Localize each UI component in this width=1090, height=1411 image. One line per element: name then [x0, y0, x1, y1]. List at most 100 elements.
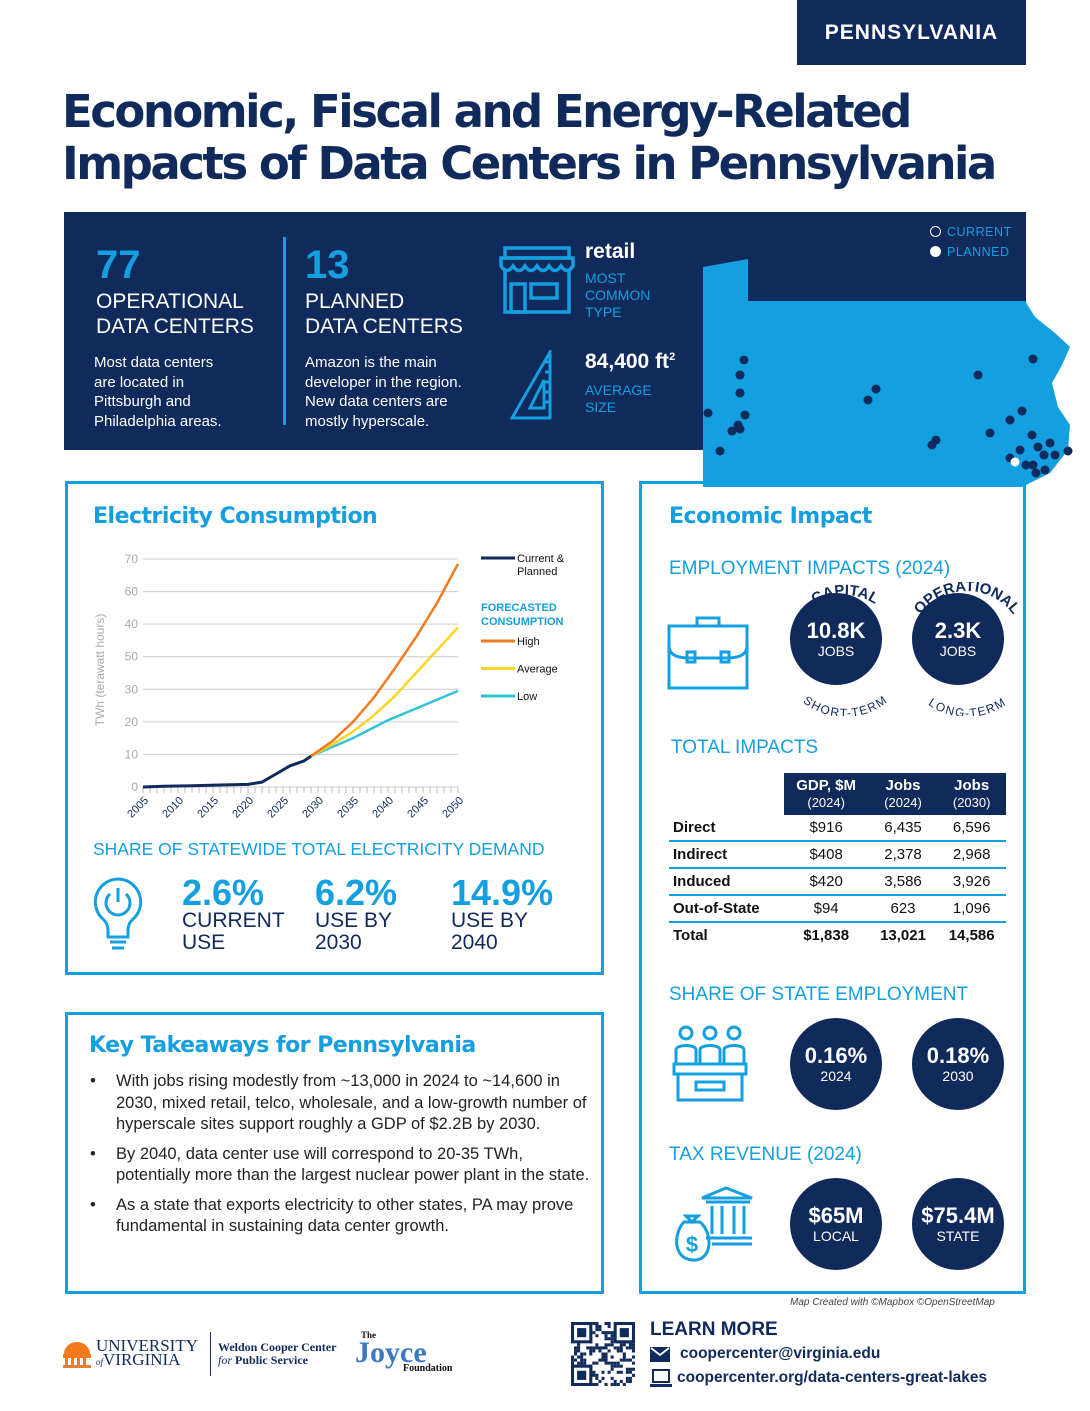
joyce-logo: The Joyce Foundation [355, 1330, 465, 1380]
type-value: retail [585, 240, 636, 263]
website-text[interactable]: coopercenter.org/data-centers-great-lake… [677, 1369, 988, 1386]
x-tick-label: 2030 [300, 795, 326, 821]
qr-module [607, 1349, 611, 1353]
pennsylvania-map [703, 259, 1073, 487]
share-2024-circle: 0.16% 2024 [790, 1018, 882, 1110]
legend-heading: CONSUMPTION [481, 616, 564, 628]
y-tick-label: 20 [125, 715, 139, 729]
website-link[interactable]: coopercenter.org/data-centers-great-lake… [650, 1369, 987, 1387]
qr-module [613, 1361, 617, 1365]
share-2030-circle: 0.18% 2030 [912, 1018, 1004, 1110]
planned-caption-1: PLANNED [305, 290, 405, 313]
share-value: 0.18% [926, 1043, 990, 1068]
legend-heading: FORECASTED [481, 602, 557, 614]
qr-module [595, 1382, 599, 1386]
takeaways-title: Key Takeaways for Pennsylvania [89, 1033, 476, 1058]
takeaways-list: With jobs rising modestly from ~13,000 i… [68, 1071, 593, 1246]
email-link[interactable]: coopercenter@virginia.edu [650, 1345, 880, 1363]
qr-module [598, 1379, 602, 1383]
stat-value: 14.9% [451, 872, 554, 913]
qr-module [625, 1346, 629, 1350]
data-center-marker [1033, 442, 1043, 452]
table-row: Induced $420 3,586 3,926 [669, 868, 1006, 896]
y-tick-label: 70 [125, 552, 139, 566]
stat-2040: 14.9% USE BY 2040 [451, 872, 554, 954]
qr-module [610, 1355, 614, 1359]
page-title: Economic, Fiscal and Energy-Related Impa… [62, 86, 1062, 190]
y-tick-label: 0 [131, 780, 138, 794]
data-center-marker [735, 388, 745, 398]
qr-module [577, 1355, 581, 1359]
uva-logo: UNIVERSITY ofVIRGINIA Weldon Cooper Cent… [62, 1332, 336, 1376]
envelope-icon [650, 1346, 670, 1362]
share-year: 2024 [820, 1068, 852, 1084]
data-center-marker [715, 446, 725, 456]
qr-module [592, 1331, 596, 1335]
qr-module [601, 1370, 605, 1374]
qr-module [601, 1352, 605, 1356]
data-center-marker [1031, 468, 1041, 478]
stat-label: 2030 [315, 931, 362, 954]
takeaway-item: With jobs rising modestly from ~13,000 i… [68, 1071, 593, 1136]
joyce-the: The [361, 1330, 377, 1340]
operational-count: 77 [96, 243, 141, 287]
operational-jobs-unit: JOBS [939, 643, 977, 659]
stat-value: 2.6% [182, 872, 265, 913]
type-label: COMMON [585, 287, 651, 303]
qr-module [631, 1373, 635, 1377]
row-label: Total [673, 927, 708, 944]
qr-module [598, 1358, 602, 1362]
qr-module [619, 1343, 623, 1347]
qr-module [610, 1334, 614, 1338]
qr-module [619, 1358, 623, 1362]
tax-label: STATE [936, 1228, 980, 1244]
header-title: Jobs [954, 777, 990, 794]
takeaways-panel: Key Takeaways for Pennsylvania With jobs… [65, 1012, 604, 1294]
uva-name-2: VIRGINIA [103, 1350, 181, 1369]
desc-line: Amazon is the main [305, 354, 437, 371]
planned-count: 13 [305, 243, 350, 287]
legend-current: CURRENT [930, 222, 1012, 242]
qr-module [571, 1358, 575, 1362]
workers-desk-icon [672, 1025, 748, 1102]
legend-label: Current & Planned [517, 553, 565, 578]
legend-label: High [517, 636, 540, 648]
header-title: GDP, $M [796, 777, 857, 794]
data-center-marker [1045, 438, 1055, 448]
qr-module [583, 1358, 587, 1362]
data-center-marker [985, 428, 995, 438]
qr-module [604, 1358, 608, 1362]
type-label: TYPE [585, 304, 622, 320]
qr-module [625, 1370, 629, 1374]
table-row: Out-of-State $94 623 1,096 [669, 895, 1006, 923]
x-tick-label: 2010 [160, 795, 186, 821]
tax-state-circle: $75.4M STATE [912, 1178, 1004, 1270]
share-employment-heading: SHARE OF STATE EMPLOYMENT [669, 984, 969, 1005]
row-label: Out-of-State [669, 895, 784, 923]
economic-title: Economic Impact [669, 504, 872, 529]
svg-text:LONG-TERM: LONG-TERM [926, 695, 1007, 716]
qr-module [631, 1343, 635, 1347]
hollow-circle-icon [930, 226, 941, 237]
qr-module [577, 1328, 587, 1338]
qr-module [589, 1352, 593, 1356]
qr-module [595, 1328, 599, 1332]
employment-heading: EMPLOYMENT IMPACTS (2024) [669, 558, 951, 579]
qr-module [598, 1349, 602, 1353]
x-tick-label: 2005 [125, 795, 151, 821]
electricity-chart: TWh (terawatt hours) 0102030504060702005… [93, 552, 565, 821]
qr-module [571, 1361, 575, 1365]
qr-module [601, 1376, 605, 1380]
qr-module [607, 1370, 611, 1374]
series-line-high [310, 563, 460, 758]
qr-module [577, 1343, 581, 1347]
legend-label-line: Planned [517, 566, 557, 578]
share-value: 0.16% [804, 1043, 868, 1068]
money-bag-government-icon: $ [675, 1186, 753, 1262]
qr-module [601, 1358, 605, 1362]
qr-code[interactable] [571, 1322, 635, 1386]
qr-module [610, 1331, 614, 1335]
stat-value: 6.2% [315, 872, 398, 913]
email-text[interactable]: coopercenter@virginia.edu [680, 1345, 881, 1362]
operational-jobs-value: 2.3K [934, 618, 982, 643]
